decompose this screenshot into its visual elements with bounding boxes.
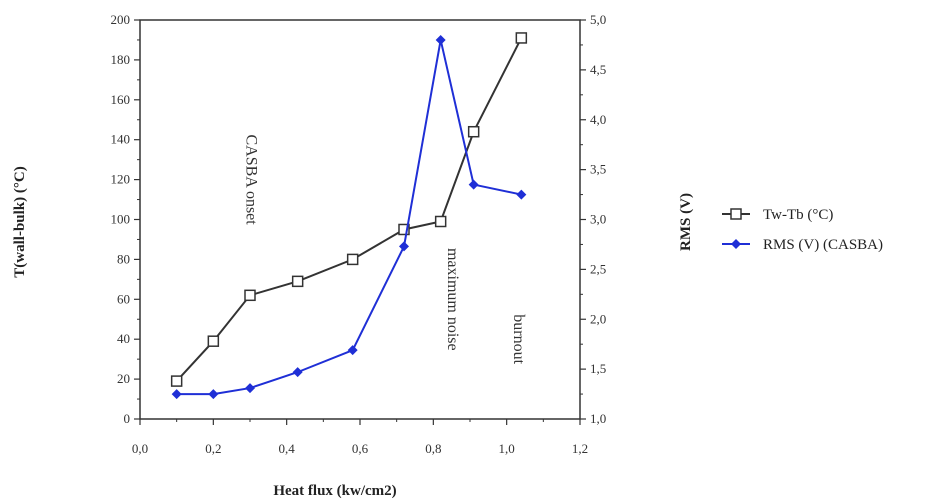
data-point bbox=[346, 253, 359, 266]
annotation: maximum noise bbox=[444, 248, 461, 351]
y2-tick-label: 1,5 bbox=[590, 361, 606, 376]
series-rms bbox=[171, 34, 527, 400]
data-point bbox=[171, 389, 182, 400]
y2-tick-label: 4,0 bbox=[590, 112, 606, 127]
data-point bbox=[291, 275, 304, 288]
data-point bbox=[435, 34, 446, 45]
x-tick-label: 1,2 bbox=[572, 441, 588, 456]
open-square-marker bbox=[730, 208, 742, 220]
legend: Tw-Tb (°C) RMS (V) (CASBA) bbox=[722, 207, 883, 253]
annotations: CASBA onset maximum noise burnout bbox=[242, 134, 527, 364]
y2-tick-label: 3,5 bbox=[590, 162, 606, 177]
data-point bbox=[292, 367, 303, 378]
legend-item-rms: RMS (V) (CASBA) bbox=[722, 237, 883, 253]
y-tick-label: 180 bbox=[111, 52, 131, 67]
filled-diamond-marker bbox=[731, 239, 741, 249]
series-tw-tb bbox=[170, 32, 528, 387]
data-point bbox=[170, 375, 183, 387]
x-tick-label: 0,6 bbox=[352, 441, 369, 456]
annotation: CASBA onset bbox=[242, 134, 259, 225]
y-tick-label: 80 bbox=[117, 251, 130, 266]
y2-tick-label: 4,5 bbox=[590, 62, 606, 77]
y2-tick-label: 2,0 bbox=[590, 311, 606, 326]
y2-tick-label: 1,0 bbox=[590, 411, 606, 426]
data-point bbox=[244, 289, 256, 302]
y-tick-label: 140 bbox=[111, 132, 131, 147]
y2-tick-label: 5,0 bbox=[590, 12, 606, 27]
series-line bbox=[176, 39, 522, 396]
y-tick-label: 160 bbox=[111, 92, 131, 107]
y-tick-label: 60 bbox=[117, 291, 130, 306]
y2-tick-label: 3,0 bbox=[590, 212, 606, 227]
annotation: burnout bbox=[510, 314, 527, 364]
data-point bbox=[516, 189, 527, 200]
legend-label-rms: RMS (V) (CASBA) bbox=[763, 237, 883, 253]
data-point bbox=[399, 241, 409, 252]
data-point bbox=[468, 179, 479, 190]
y-tick-label: 100 bbox=[111, 212, 131, 227]
data-point bbox=[208, 389, 219, 400]
data-point bbox=[434, 215, 447, 228]
x-tick-label: 0,4 bbox=[279, 441, 296, 456]
x-axis-title: Heat flux (kw/cm2) bbox=[273, 483, 396, 499]
data-point bbox=[515, 32, 528, 44]
y-tick-label: 120 bbox=[111, 172, 131, 187]
y-tick-label: 0 bbox=[124, 411, 131, 426]
axes: 0 20 40 60 80 100 120 140 160 180 200 1,0 1,5 2,0 2,5 3… bbox=[111, 12, 607, 456]
x-tick-label: 0,0 bbox=[132, 441, 148, 456]
series-layer bbox=[170, 32, 528, 400]
data-point bbox=[245, 383, 255, 394]
y-tick-label: 40 bbox=[117, 331, 130, 346]
data-point bbox=[347, 345, 358, 356]
y2-axis-title: RMS (V) bbox=[678, 193, 694, 251]
data-point bbox=[207, 335, 220, 347]
y-tick-label: 20 bbox=[117, 371, 130, 386]
x-tick-label: 0,8 bbox=[425, 441, 441, 456]
series-line bbox=[175, 37, 523, 382]
data-point bbox=[398, 223, 410, 236]
y-axis-title: T(wall-bulk) (°C) bbox=[12, 166, 28, 277]
legend-label-tw-tb: Tw-Tb (°C) bbox=[763, 207, 833, 223]
y2-tick-label: 2,5 bbox=[590, 261, 606, 276]
legend-item-tw-tb: Tw-Tb (°C) bbox=[722, 207, 833, 223]
x-tick-label: 1,0 bbox=[499, 441, 515, 456]
data-point bbox=[467, 125, 480, 138]
y-tick-label: 200 bbox=[111, 12, 131, 27]
x-tick-label: 0,2 bbox=[205, 441, 221, 456]
